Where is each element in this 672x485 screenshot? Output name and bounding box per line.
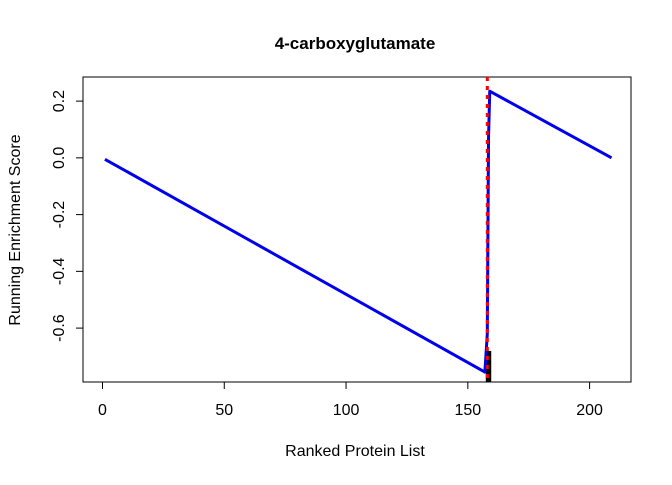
- x-axis-label: Ranked Protein List: [285, 443, 425, 460]
- x-tick-label: 50: [215, 402, 233, 419]
- chart-title: 4-carboxyglutamate: [275, 34, 436, 53]
- x-tick-label: 0: [98, 402, 107, 419]
- x-tick-label: 200: [576, 402, 603, 419]
- y-tick-label: 0.0: [51, 147, 68, 169]
- y-axis: -0.6 -0.4 -0.2 0.0 0.2: [51, 90, 84, 342]
- y-tick-label: -0.4: [51, 257, 68, 285]
- y-axis-label: Running Enrichment Score: [7, 134, 24, 325]
- x-axis: 0 50 100 150 200: [98, 381, 603, 419]
- y-tick-label: -0.6: [51, 314, 68, 342]
- running-score-line: [104, 89, 613, 374]
- y-tick-label: 0.2: [51, 90, 68, 112]
- y-tick-label: -0.2: [51, 201, 68, 229]
- series-layer: [104, 89, 613, 374]
- x-tick-label: 150: [454, 402, 481, 419]
- x-tick-label: 100: [333, 402, 360, 419]
